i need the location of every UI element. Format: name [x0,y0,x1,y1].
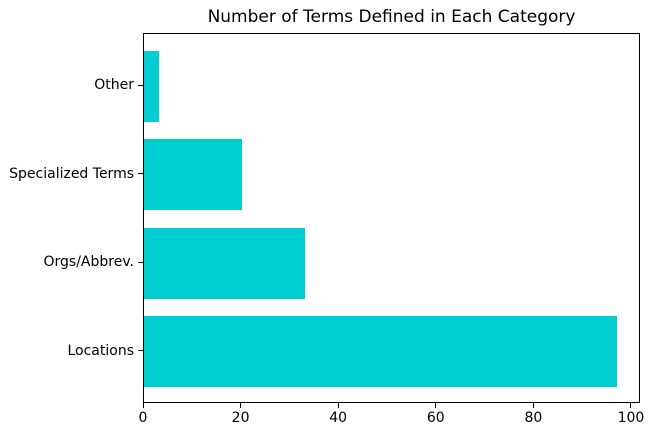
x-tick-label: 60 [426,410,445,426]
y-tick-label: Specialized Terms [9,165,134,182]
bar [144,139,242,211]
y-tick-mark [138,350,143,352]
y-tick-label: Orgs/Abbrev. [43,254,135,271]
y-tick-mark [138,173,143,175]
bar [144,316,618,388]
x-tick-label: 20 [231,410,250,426]
x-tick-mark [630,403,632,408]
bar [144,50,159,122]
chart-title: Number of Terms Defined in Each Category [207,7,576,27]
x-tick-label: 40 [329,410,348,426]
x-tick-label: 100 [617,410,645,426]
x-tick-mark [435,403,437,408]
x-tick-label: 80 [524,410,543,426]
y-tick-mark [138,261,143,263]
y-tick-mark [138,84,143,86]
y-tick-label: Other [94,77,134,94]
plot-area [143,33,640,403]
x-tick-label: 0 [138,410,148,426]
x-tick-mark [240,403,242,408]
x-tick-mark [532,403,534,408]
y-tick-label: Locations [67,342,134,359]
x-tick-mark [142,403,144,408]
x-tick-mark [337,403,339,408]
bar [144,227,306,299]
